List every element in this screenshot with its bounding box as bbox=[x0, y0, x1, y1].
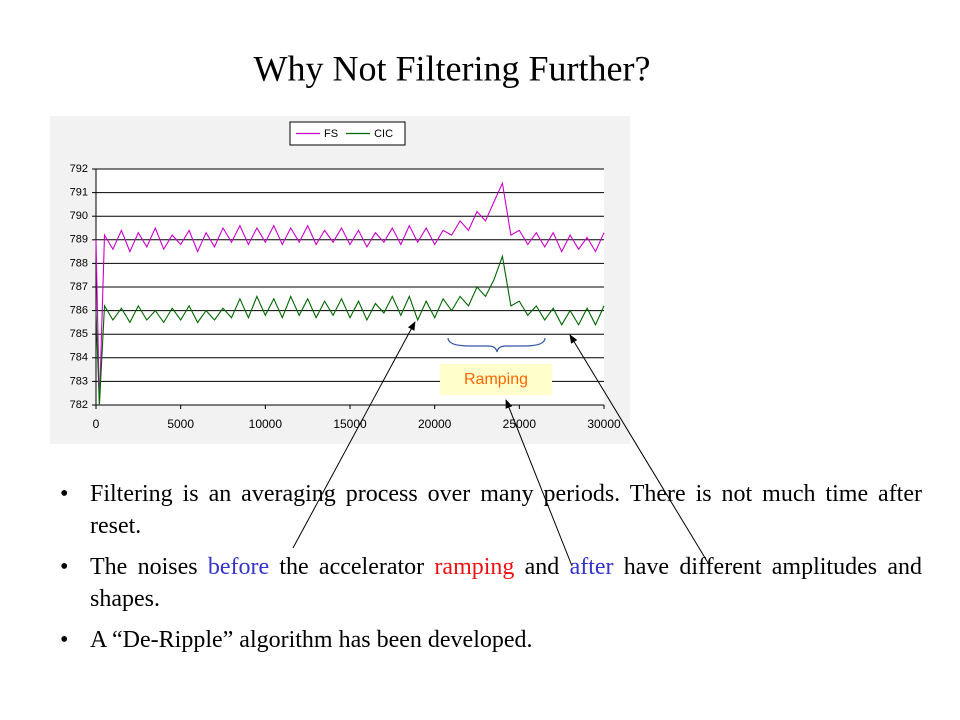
bullet-text: The noises bbox=[90, 554, 208, 580]
x-tick-label: 20000 bbox=[418, 417, 452, 431]
legend-label: CIC bbox=[374, 128, 393, 140]
y-tick-label: 786 bbox=[70, 305, 88, 317]
annotation: Ramping bbox=[464, 371, 528, 388]
y-tick-label: 788 bbox=[70, 257, 88, 269]
bullet-text: ramping bbox=[434, 554, 515, 580]
slide-title: Why Not Filtering Further? bbox=[254, 48, 651, 88]
y-tick-label: 789 bbox=[70, 234, 88, 246]
x-tick-label: 15000 bbox=[333, 417, 367, 431]
y-tick-label: 785 bbox=[70, 328, 88, 340]
x-tick-label: 0 bbox=[93, 417, 100, 431]
bullet-text: have different amplitudes and shapes. bbox=[90, 554, 922, 612]
series-line bbox=[95, 254, 605, 406]
bullet-text: the accelerator bbox=[269, 554, 435, 580]
x-tick-label: 25000 bbox=[503, 417, 537, 431]
bullet-text: and bbox=[514, 554, 570, 580]
y-tick-label: 791 bbox=[70, 187, 88, 199]
series-line bbox=[95, 181, 605, 406]
x-tick-label: 5000 bbox=[167, 417, 194, 431]
annotation-box bbox=[440, 364, 552, 395]
bullet-list: Filtering is an averaging process over m… bbox=[56, 478, 922, 665]
y-tick-label: 792 bbox=[70, 163, 88, 175]
y-tick-label: 783 bbox=[70, 375, 88, 387]
bullet: A “De-Ripple” algorithm has been develop… bbox=[56, 624, 922, 656]
bullet: The noises before the accelerator rampin… bbox=[56, 551, 922, 615]
y-tick-label: 782 bbox=[70, 399, 88, 411]
bullet-text: before bbox=[207, 554, 270, 580]
x-tick-label: 30000 bbox=[587, 417, 621, 431]
brace bbox=[447, 337, 546, 353]
legend-label: FS bbox=[324, 128, 338, 140]
bullet-text: after bbox=[569, 554, 614, 580]
y-tick-label: 790 bbox=[70, 210, 88, 222]
y-tick-label: 787 bbox=[70, 281, 88, 293]
y-tick-label: 784 bbox=[70, 352, 88, 364]
bullet-text: Filtering is an averaging process over m… bbox=[90, 481, 922, 539]
x-tick-label: 10000 bbox=[249, 417, 283, 431]
bullet: Filtering is an averaging process over m… bbox=[56, 478, 922, 542]
bullet-text: A “De-Ripple” algorithm has been develop… bbox=[90, 627, 533, 653]
